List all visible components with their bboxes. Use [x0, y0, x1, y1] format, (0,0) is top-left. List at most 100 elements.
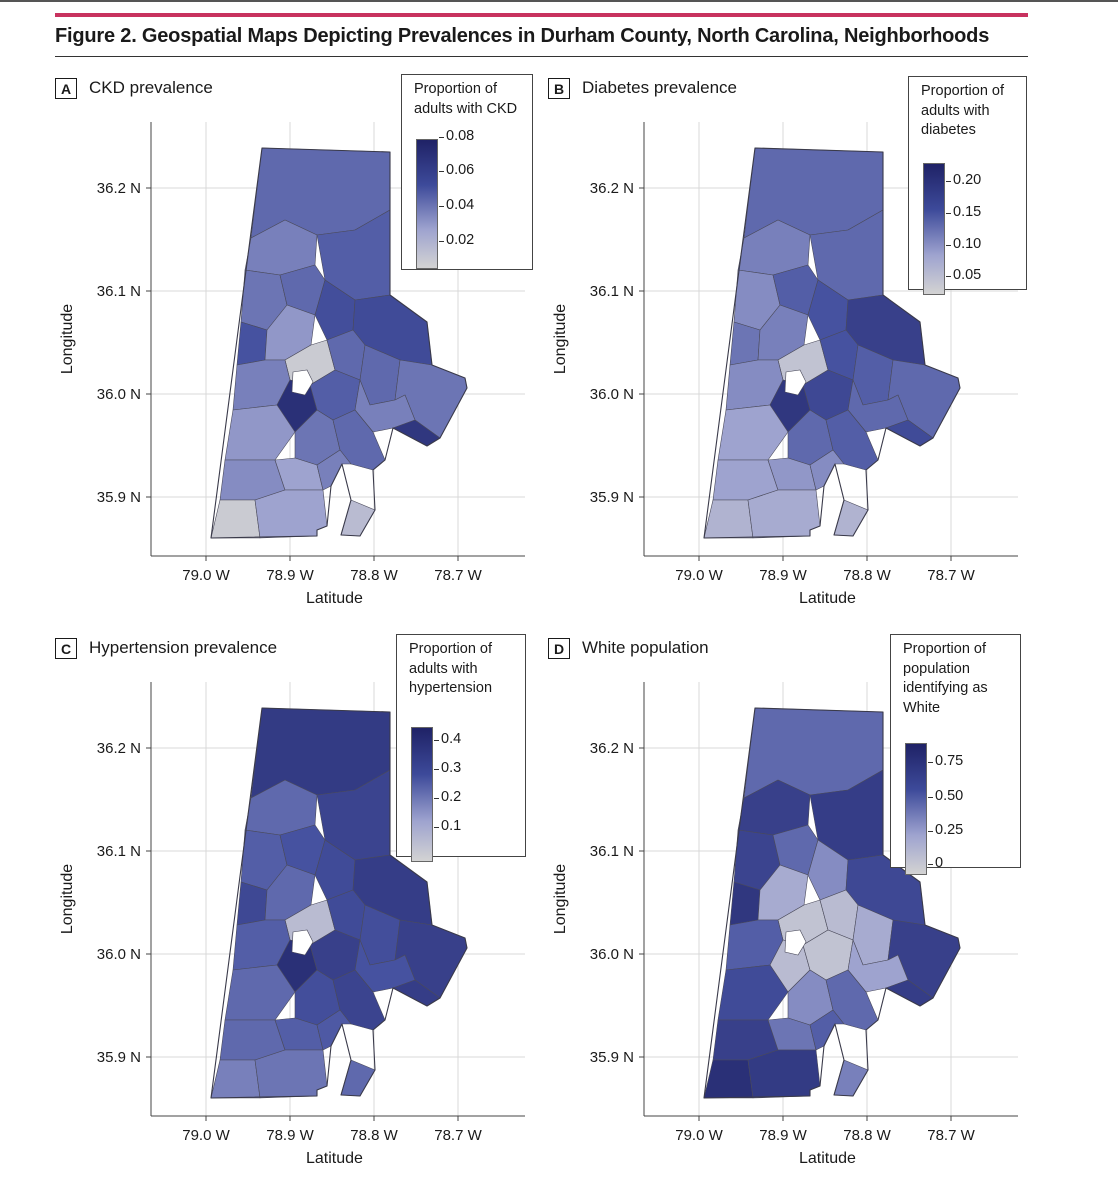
- panel-label: Diabetes prevalence: [582, 78, 737, 97]
- legend-title-line: Proportion of: [921, 83, 1005, 99]
- county-outline: [703, 707, 961, 1099]
- panel-letter-a: A: [55, 78, 77, 99]
- legend-title: Proportion of adults with hypertension: [409, 640, 492, 699]
- x-axis-title: Latitude: [799, 590, 856, 607]
- color-legend: Proportion of adults with diabetes 0.20 0.15…: [908, 76, 1027, 295]
- legend-title: Proportion of population identifying as Whi…: [903, 640, 988, 718]
- legend-tick-label: 0.06: [438, 162, 475, 178]
- neighborhood-tract: [729, 881, 761, 926]
- county-map: [703, 707, 961, 1099]
- legend-title-line: population: [903, 660, 970, 677]
- legend-title-line: adults with: [921, 102, 990, 119]
- neighborhood-tract: [717, 404, 789, 461]
- legend-title-line: hypertension: [409, 680, 493, 696]
- y-axis-title: Longitude: [59, 303, 77, 375]
- y-tick-label: 36.2 N: [97, 740, 141, 757]
- color-legend: Proportion of adults with hypertension 0.4 0…: [396, 634, 526, 862]
- x-axis-title: Latitude: [799, 1150, 856, 1167]
- x-tick-label: 78.9 W: [266, 1127, 314, 1144]
- county-outline: [703, 147, 961, 539]
- y-tick-label: 36.0 N: [590, 946, 634, 963]
- x-tick-label: 78.8 W: [843, 1127, 891, 1144]
- x-tick-label: 79.0 W: [675, 567, 723, 584]
- y-tick-label: 36.2 N: [590, 180, 634, 197]
- legend-title-line: White: [903, 699, 941, 716]
- x-tick-label: 78.8 W: [350, 567, 398, 584]
- county-map: [210, 147, 468, 539]
- panel-letter-b: B: [548, 78, 570, 99]
- legend-tick-label: 0.20: [945, 172, 982, 188]
- x-axis-title: Latitude: [306, 1150, 363, 1167]
- x-tick-label: 79.0 W: [675, 1127, 723, 1144]
- y-tick-label: 35.9 N: [590, 1049, 634, 1066]
- y-tick-label: 36.2 N: [97, 180, 141, 197]
- panel-label: White population: [582, 638, 709, 657]
- y-tick-label: 35.9 N: [590, 489, 634, 506]
- map-svg: 79.0 W 78.9 W 78.8 W 78.7 W 36.2 N 36.1 N 36.0…: [97, 122, 525, 584]
- neighborhood-tract: [224, 404, 296, 461]
- neighborhood-tract: [747, 489, 821, 539]
- y-tick-label: 36.1 N: [590, 283, 634, 300]
- x-tick-label: 78.7 W: [434, 1127, 482, 1144]
- y-tick-label: 36.2 N: [590, 740, 634, 757]
- x-tick-label: 78.9 W: [266, 567, 314, 584]
- y-axis-title: Longitude: [59, 863, 77, 935]
- neighborhood-tract: [236, 881, 268, 926]
- panel-label: CKD prevalence: [89, 78, 213, 97]
- x-tick-label: 78.9 W: [759, 1127, 807, 1144]
- y-tick-label: 35.9 N: [97, 1049, 141, 1066]
- legend-tick-label: 0.05: [945, 267, 982, 283]
- legend-tick-label: 0.10: [945, 236, 982, 252]
- legend-tick-label: 0.25: [927, 822, 964, 838]
- panel-label: Hypertension prevalence: [89, 638, 278, 657]
- x-tick-label: 78.7 W: [927, 567, 975, 584]
- y-tick-label: 36.1 N: [97, 283, 141, 300]
- legend-title-line: Proportion of: [409, 641, 493, 657]
- x-tick-label: 78.7 W: [434, 567, 482, 584]
- panel-letter-c: C: [55, 638, 77, 659]
- neighborhood-tract: [210, 499, 261, 539]
- color-legend: Proportion of population identifying as Whi…: [890, 634, 1021, 875]
- panel-letter-d: D: [548, 638, 570, 659]
- legend-title-line: Proportion of: [414, 81, 498, 97]
- y-tick-label: 36.1 N: [97, 843, 141, 860]
- legend-tick-label: 0.2: [433, 789, 462, 805]
- y-tick-label: 35.9 N: [97, 489, 141, 506]
- missing-data-area: [784, 369, 807, 396]
- neighborhood-tract: [703, 1059, 754, 1099]
- legend-color-bar: [905, 743, 927, 875]
- legend-color-bar: [416, 139, 438, 269]
- neighborhood-tract: [210, 1059, 261, 1099]
- map-panel-d: 79.0 W 78.9 W 78.8 W 78.7 W 36.2 N 36.1 N 36.0…: [548, 620, 1048, 1180]
- neighborhood-tract: [224, 964, 296, 1021]
- x-tick-label: 79.0 W: [182, 567, 230, 584]
- county-outline: [210, 147, 468, 539]
- map-panel-a: 79.0 W 78.9 W 78.8 W 78.7 W 36.2 N 36.1 N 36.0…: [55, 60, 555, 620]
- top-border: [0, 0, 1118, 2]
- legend-tick-label: 0.50: [927, 788, 964, 804]
- county-map: [210, 707, 468, 1099]
- y-axis-title: Longitude: [552, 303, 570, 375]
- neighborhood-tract: [703, 499, 754, 539]
- missing-data-area: [784, 929, 807, 956]
- legend-tick-label: 0.1: [433, 818, 462, 834]
- figure-title: Figure 2. Geospatial Maps Depicting Prev…: [55, 25, 990, 47]
- legend-title-line: adults with: [409, 660, 478, 677]
- legend-tick-label: 0.15: [945, 204, 982, 220]
- neighborhood-tract: [747, 1049, 821, 1099]
- x-tick-label: 78.8 W: [350, 1127, 398, 1144]
- legend-title-line: Proportion of: [903, 641, 987, 657]
- map-svg: 79.0 W 78.9 W 78.8 W 78.7 W 36.2 N 36.1 N 36.0…: [590, 122, 1018, 584]
- title-divider: [55, 56, 1028, 57]
- y-tick-label: 36.0 N: [97, 386, 141, 403]
- legend-color-bar: [923, 163, 945, 295]
- county-map: [703, 147, 961, 539]
- legend-title-line: diabetes: [921, 122, 976, 138]
- accent-rule: [55, 13, 1028, 17]
- missing-data-area: [291, 929, 314, 956]
- map-panel-b: 79.0 W 78.9 W 78.8 W 78.7 W 36.2 N 36.1 N 36.0…: [548, 60, 1048, 620]
- map-svg: 79.0 W 78.9 W 78.8 W 78.7 W 36.2 N 36.1 N 36.0…: [97, 682, 525, 1144]
- y-tick-label: 36.1 N: [590, 843, 634, 860]
- neighborhood-tract: [717, 964, 789, 1021]
- legend-tick-label: 0.04: [438, 197, 475, 213]
